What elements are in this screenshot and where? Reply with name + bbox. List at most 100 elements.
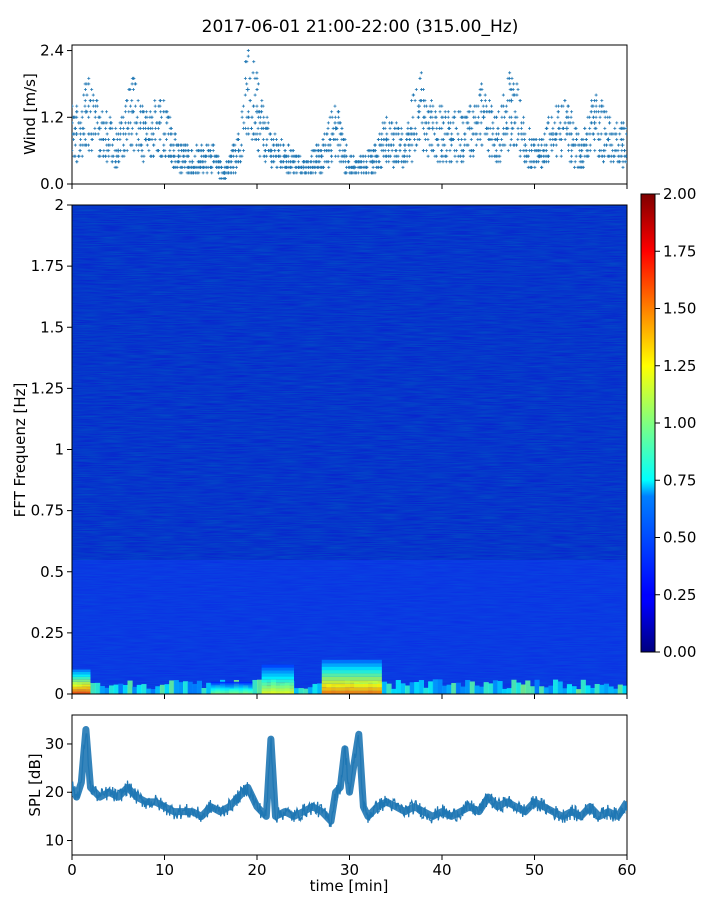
spectrogram-band bbox=[210, 691, 253, 693]
wind-marker bbox=[253, 93, 257, 97]
wind-marker bbox=[266, 126, 270, 130]
wind-marker bbox=[73, 143, 77, 147]
wind-marker bbox=[82, 132, 86, 136]
wind-marker bbox=[212, 143, 216, 147]
wind-marker bbox=[588, 149, 592, 153]
wind-marker bbox=[156, 126, 160, 130]
spectrogram-low-cell bbox=[423, 687, 429, 694]
wind-marker bbox=[550, 115, 554, 119]
wind-marker bbox=[159, 99, 163, 103]
spectrogram-low-cell bbox=[187, 681, 193, 694]
spectrogram-band bbox=[72, 676, 91, 680]
spl-x-tick-label: 60 bbox=[617, 861, 636, 879]
wind-marker bbox=[450, 160, 454, 164]
spectrogram-low-cell bbox=[201, 688, 207, 694]
wind-marker bbox=[333, 115, 337, 119]
wind-marker bbox=[604, 143, 608, 147]
wind-marker bbox=[105, 110, 109, 114]
wind-marker bbox=[73, 154, 77, 158]
spectrogram-low-cell bbox=[206, 682, 212, 694]
wind-marker bbox=[478, 138, 482, 142]
wind-marker bbox=[448, 149, 452, 153]
wind-marker bbox=[170, 160, 174, 164]
wind-marker bbox=[130, 82, 134, 86]
wind-marker bbox=[160, 154, 164, 158]
wind-marker bbox=[505, 121, 509, 125]
wind-x-ticks bbox=[71, 184, 628, 189]
wind-marker bbox=[478, 132, 482, 136]
wind-marker bbox=[124, 104, 128, 108]
wind-marker bbox=[272, 160, 276, 164]
wind-marker bbox=[455, 149, 459, 153]
wind-marker bbox=[293, 160, 297, 164]
wind-marker bbox=[621, 138, 625, 142]
wind-marker bbox=[96, 132, 100, 136]
wind-marker bbox=[558, 121, 562, 125]
wind-marker bbox=[413, 99, 417, 103]
wind-marker bbox=[568, 121, 572, 125]
wind-marker bbox=[558, 132, 562, 136]
wind-marker bbox=[336, 154, 340, 158]
wind-marker bbox=[424, 149, 428, 153]
wind-marker bbox=[558, 126, 562, 130]
wind-marker bbox=[381, 143, 385, 147]
wind-marker bbox=[405, 138, 409, 142]
wind-marker bbox=[141, 110, 145, 114]
spectrogram-band bbox=[72, 681, 91, 685]
wind-marker bbox=[240, 154, 244, 158]
wind-marker bbox=[291, 149, 295, 153]
wind-marker bbox=[470, 126, 474, 130]
wind-marker bbox=[423, 138, 427, 142]
wind-marker bbox=[590, 99, 594, 103]
wind-marker bbox=[158, 104, 162, 108]
wind-marker bbox=[93, 115, 97, 119]
wind-marker bbox=[403, 154, 407, 158]
wind-marker bbox=[144, 121, 148, 125]
wind-marker bbox=[136, 138, 140, 142]
wind-marker bbox=[551, 126, 555, 130]
wind-marker bbox=[258, 115, 262, 119]
spectrogram-low-cell bbox=[173, 680, 179, 694]
spectrogram-low-cell bbox=[400, 683, 406, 694]
wind-marker bbox=[329, 149, 333, 153]
wind-marker bbox=[327, 160, 331, 164]
wind-marker bbox=[163, 149, 167, 153]
wind-marker bbox=[255, 104, 259, 108]
wind-marker bbox=[158, 138, 162, 142]
wind-marker bbox=[173, 154, 177, 158]
wind-marker bbox=[319, 149, 323, 153]
wind-marker bbox=[461, 149, 465, 153]
wind-marker bbox=[114, 160, 118, 164]
spectrogram-band bbox=[210, 684, 253, 686]
wind-marker bbox=[385, 115, 389, 119]
wind-marker bbox=[104, 138, 108, 142]
wind-marker bbox=[205, 171, 209, 175]
wind-marker bbox=[615, 121, 619, 125]
wind-marker bbox=[593, 149, 597, 153]
wind-marker bbox=[100, 110, 104, 114]
spectrogram-low-cell bbox=[562, 688, 568, 694]
wind-marker bbox=[344, 154, 348, 158]
wind-marker bbox=[321, 138, 325, 142]
wind-marker bbox=[255, 132, 259, 136]
spl-x-ticks: 0 10 20 30 40 50 60 bbox=[67, 855, 637, 879]
wind-marker bbox=[426, 154, 430, 158]
wind-marker bbox=[102, 149, 106, 153]
wind-marker bbox=[233, 171, 237, 175]
wind-marker bbox=[220, 165, 223, 169]
spl-line bbox=[72, 733, 627, 828]
wind-marker bbox=[555, 154, 559, 158]
wind-marker bbox=[72, 149, 74, 153]
wind-marker bbox=[476, 104, 480, 108]
wind-marker bbox=[444, 160, 448, 164]
wind-marker bbox=[256, 82, 260, 86]
spectrogram-low-cell bbox=[104, 687, 110, 694]
wind-marker bbox=[449, 143, 453, 147]
wind-marker bbox=[445, 154, 449, 158]
wind-marker bbox=[165, 121, 169, 125]
spectrogram-low-cell bbox=[122, 684, 128, 694]
spectrogram-low-cell bbox=[617, 684, 623, 694]
wind-marker bbox=[480, 82, 484, 86]
spl-x-tick-label: 50 bbox=[525, 861, 544, 879]
wind-marker bbox=[399, 126, 403, 130]
